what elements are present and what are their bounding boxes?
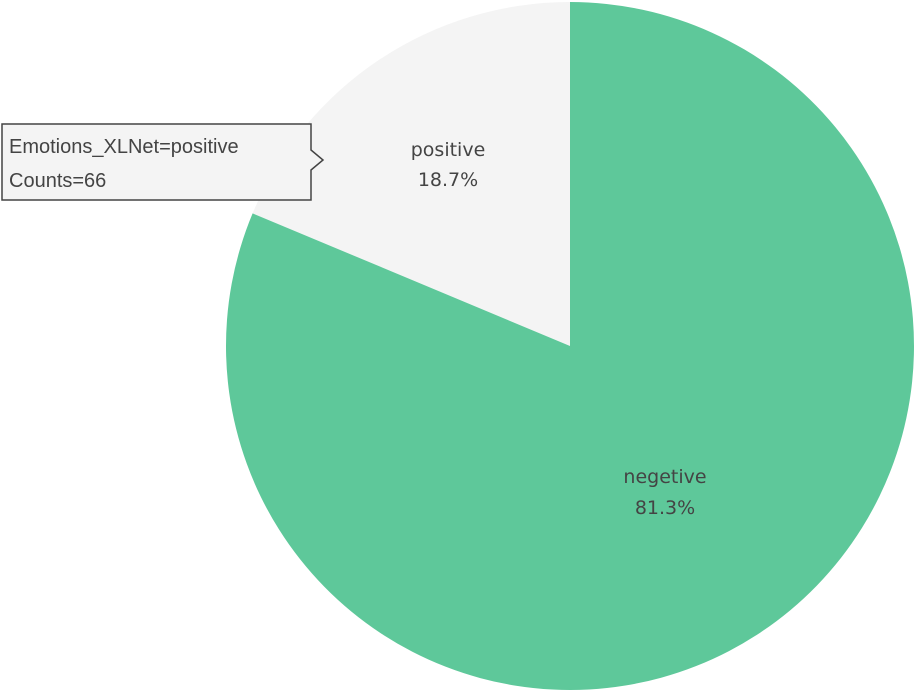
slice-labels: positive 18.7% negetive 81.3% [411,139,707,519]
tooltip-line-label: Emotions_XLNet=positive [9,136,239,158]
slice-label-positive: positive [411,139,486,161]
pie-slices [225,2,914,691]
pie-slice-positive[interactable] [252,2,570,346]
hover-tooltip: Emotions_XLNet=positive Counts=66 [1,123,325,201]
slice-percent-positive: 18.7% [418,169,478,191]
slice-label-negetive: negetive [623,466,706,488]
tooltip-line-count: Counts=66 [9,170,106,192]
pie-slice-negetive[interactable] [225,2,914,691]
tooltip-box [1,123,325,201]
slice-percent-negetive: 81.3% [635,497,695,519]
